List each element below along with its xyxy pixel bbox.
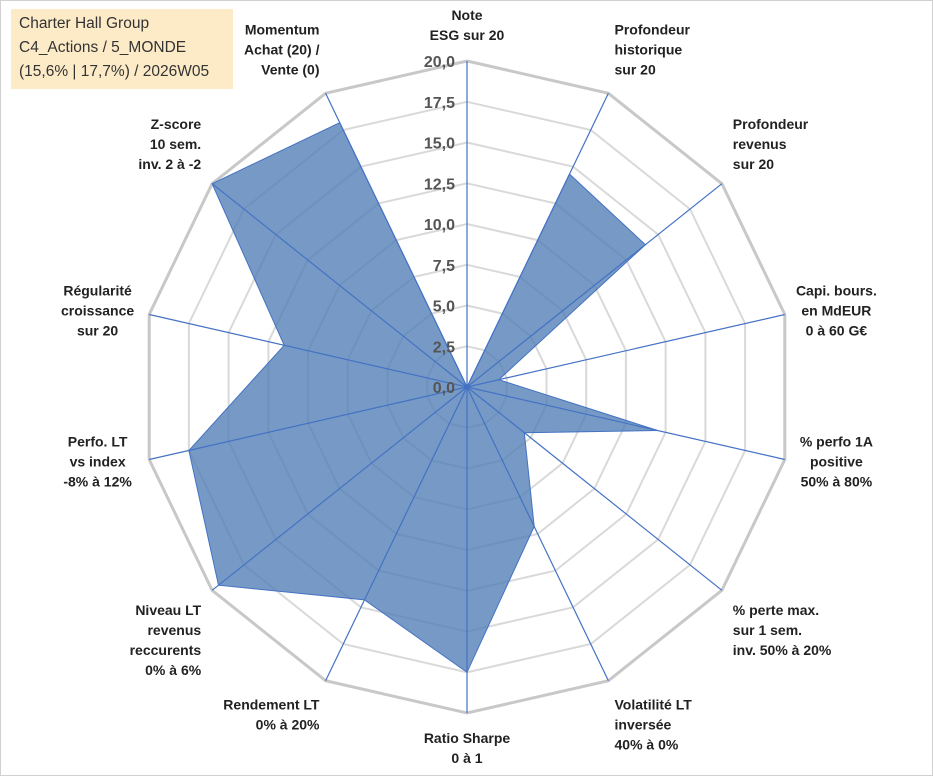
axis-spoke bbox=[466, 313, 785, 388]
axis-spoke bbox=[466, 386, 723, 591]
axis-label: Capi. bours. en MdEUR 0 à 60 G€ bbox=[796, 282, 877, 338]
info-title: Charter Hall Group bbox=[19, 15, 150, 32]
tick-label: 2,5 bbox=[433, 339, 455, 356]
axis-label-line: sur 20 bbox=[77, 322, 118, 338]
axis-label-line: 10 sem. bbox=[150, 136, 201, 152]
axis-label-line: Profondeur bbox=[615, 22, 691, 38]
axis-spoke bbox=[211, 386, 468, 591]
axis-spoke bbox=[466, 183, 723, 388]
axis-spoke bbox=[149, 313, 468, 388]
axis-spoke bbox=[211, 183, 468, 388]
axis-spoke bbox=[149, 386, 468, 461]
axis-label-line: Profondeur bbox=[733, 116, 809, 132]
axis-spoke bbox=[325, 93, 468, 388]
tick-label: 7,5 bbox=[433, 258, 455, 275]
axis-label-line: Note bbox=[451, 7, 482, 23]
axis-label-line: revenus bbox=[147, 622, 201, 638]
axis-label: Ratio Sharpe 0 à 1 bbox=[424, 730, 511, 766]
tick-label: 12,5 bbox=[424, 176, 455, 193]
axis-label-line: inv. 2 à -2 bbox=[138, 156, 201, 172]
axis-label: Profondeur revenus sur 20 bbox=[733, 116, 809, 172]
axis-label-line: sur 1 sem. bbox=[733, 622, 802, 638]
axis-label: Perfo. LT vs index -8% à 12% bbox=[63, 434, 132, 490]
axis-label: Momentum Achat (20) / Vente (0) bbox=[244, 22, 320, 78]
axis-label-line: Régularité bbox=[63, 282, 132, 298]
axis-label: Volatilité LT inversée 40% à 0% bbox=[615, 696, 693, 752]
axis-label-line: positive bbox=[810, 454, 863, 470]
axis-label-line: Achat (20) / bbox=[244, 42, 320, 58]
axis-label-line: historique bbox=[615, 42, 683, 58]
tick-label: 15,0 bbox=[424, 136, 455, 153]
axis-label-line: Rendement LT bbox=[223, 696, 320, 712]
axis-label-line: 0% à 20% bbox=[256, 716, 320, 732]
axis-spoke bbox=[466, 386, 785, 461]
tick-label: 20,0 bbox=[424, 54, 455, 71]
axis-spoke bbox=[466, 93, 609, 388]
axis-label-line: reccurents bbox=[130, 642, 202, 658]
axis-label-line: Perfo. LT bbox=[68, 434, 128, 450]
axis-label-line: 0 à 1 bbox=[451, 750, 482, 766]
axis-label: Rendement LT 0% à 20% bbox=[223, 696, 320, 732]
info-box: Charter Hall Group C4_Actions / 5_MONDE … bbox=[11, 9, 233, 89]
axis-spoke bbox=[325, 386, 468, 681]
axis-label-line: vs index bbox=[70, 454, 126, 470]
tick-label: 5,0 bbox=[433, 299, 455, 316]
axis-label-line: 50% à 80% bbox=[801, 474, 873, 490]
axis-label-line: 0 à 60 G€ bbox=[806, 322, 868, 338]
axis-label-line: Z-score bbox=[151, 116, 202, 132]
axis-label-line: ESG sur 20 bbox=[430, 27, 505, 43]
axis-label-line: Capi. bours. bbox=[796, 282, 877, 298]
axis-spoke bbox=[466, 386, 609, 681]
axis-label-line: 40% à 0% bbox=[615, 736, 679, 752]
axis-label-line: en MdEUR bbox=[801, 302, 871, 318]
axis-label: Note ESG sur 20 bbox=[430, 7, 505, 43]
info-category: C4_Actions / 5_MONDE bbox=[19, 39, 187, 56]
axis-label-line: Vente (0) bbox=[261, 62, 319, 78]
axis-label-line: revenus bbox=[733, 136, 787, 152]
axis-label-line: inv. 50% à 20% bbox=[733, 642, 832, 658]
axis-label: % perte max. sur 1 sem. inv. 50% à 20% bbox=[733, 602, 832, 658]
tick-label: 17,5 bbox=[424, 95, 455, 112]
axis-label: Régularité croissance sur 20 bbox=[61, 282, 134, 338]
axis-label: Z-score 10 sem. inv. 2 à -2 bbox=[138, 116, 201, 172]
axis-label-line: croissance bbox=[61, 302, 134, 318]
axis-label-line: % perte max. bbox=[733, 602, 819, 618]
info-stats: (15,6% | 17,7%) / 2026W05 bbox=[19, 63, 210, 80]
tick-label: 0,0 bbox=[433, 380, 455, 397]
axis-label-line: Ratio Sharpe bbox=[424, 730, 511, 746]
tick-label: 10,0 bbox=[424, 217, 455, 234]
axis-label-line: inversée bbox=[615, 716, 672, 732]
axis-label: % perfo 1A positive 50% à 80% bbox=[800, 434, 873, 490]
axis-label-line: sur 20 bbox=[733, 156, 774, 172]
axis-label: Profondeur historique sur 20 bbox=[615, 22, 691, 78]
axis-label: Niveau LT revenus reccurents 0% à 6% bbox=[130, 602, 202, 678]
axis-label-line: % perfo 1A bbox=[800, 434, 873, 450]
axis-label-line: Volatilité LT bbox=[615, 696, 693, 712]
axis-label-line: 0% à 6% bbox=[145, 662, 202, 678]
axis-label-line: Momentum bbox=[245, 22, 320, 38]
radar-spokes bbox=[149, 61, 785, 713]
axis-label-line: -8% à 12% bbox=[63, 474, 132, 490]
axis-label-line: Niveau LT bbox=[135, 602, 201, 618]
axis-label-line: sur 20 bbox=[615, 62, 656, 78]
